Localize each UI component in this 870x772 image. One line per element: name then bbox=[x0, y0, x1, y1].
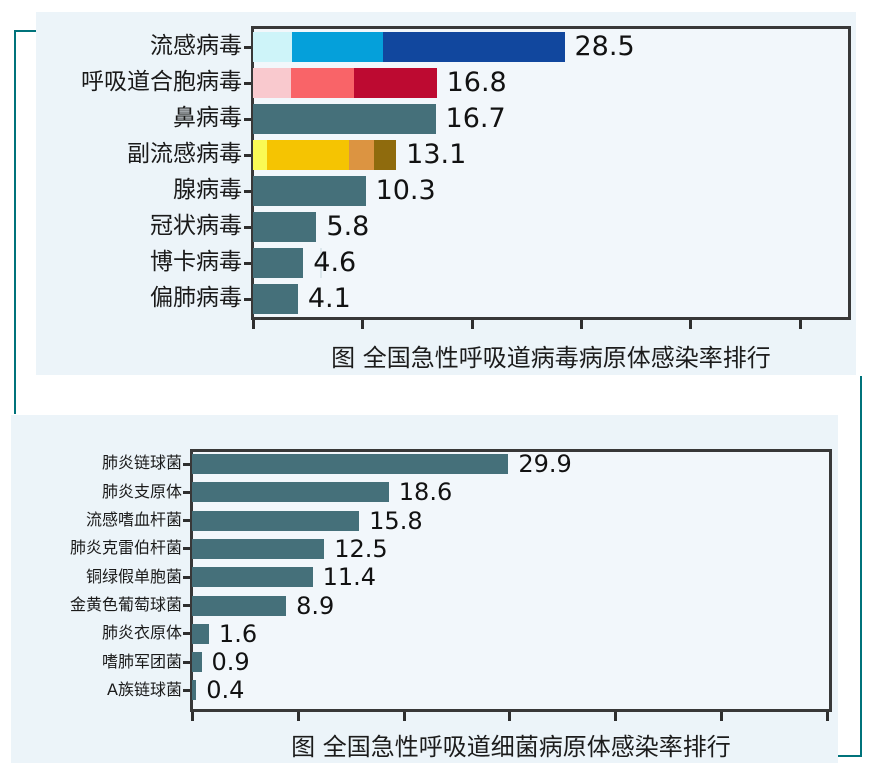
y-axis-tick bbox=[183, 519, 190, 523]
bar-segment bbox=[353, 68, 437, 98]
y-axis-tick bbox=[183, 688, 190, 692]
y-axis-tick bbox=[183, 660, 190, 664]
bar bbox=[192, 623, 209, 644]
bar-segment bbox=[349, 140, 375, 170]
category-label: 鼻病毒 bbox=[173, 105, 242, 132]
bar bbox=[192, 482, 389, 503]
y-axis-tick bbox=[244, 225, 251, 229]
x-axis-tick bbox=[402, 712, 406, 721]
x-axis-tick bbox=[720, 712, 723, 721]
x-axis-tick bbox=[579, 320, 583, 329]
x-axis-tick bbox=[689, 320, 693, 329]
bar-segment bbox=[374, 140, 397, 170]
bar bbox=[253, 248, 304, 278]
value-label: 15.8 bbox=[369, 506, 423, 535]
bar bbox=[253, 32, 565, 62]
bar-segment bbox=[267, 140, 350, 170]
bar-segment bbox=[253, 32, 293, 62]
x-axis-tick bbox=[614, 712, 618, 721]
category-label: 流感嗜血杆菌 bbox=[85, 510, 182, 530]
virus-chart-panel: 图 全国急性呼吸道病毒病原体感染率排行 流感病毒 28.5 呼吸道合胞病毒 16.8 鼻… bbox=[36, 12, 856, 375]
bar-segment bbox=[291, 68, 354, 98]
category-label: 博卡病毒 bbox=[150, 249, 242, 276]
value-label: 16.7 bbox=[445, 103, 506, 134]
y-axis-tick bbox=[244, 81, 251, 85]
value-label: 28.5 bbox=[574, 31, 635, 62]
y-axis-tick bbox=[183, 604, 190, 607]
value-label: 13.1 bbox=[406, 139, 467, 170]
value-label: 4.1 bbox=[307, 283, 351, 314]
category-label: 副流感病毒 bbox=[127, 141, 242, 168]
x-axis-tick bbox=[508, 712, 512, 721]
selection-bracket-bottom-right bbox=[838, 376, 862, 757]
y-axis-tick bbox=[183, 575, 190, 579]
bacteria-chart-panel: 图 全国急性呼吸道细菌病原体感染率排行 肺炎链球菌 29.9 肺炎支原体 18.6 流感… bbox=[11, 415, 838, 763]
bar bbox=[253, 212, 317, 242]
bar bbox=[192, 595, 287, 616]
value-label: 10.3 bbox=[375, 175, 436, 206]
category-label: 肺炎链球菌 bbox=[101, 453, 182, 473]
value-label: 11.4 bbox=[322, 563, 377, 592]
bar bbox=[192, 538, 325, 559]
value-label: 12.5 bbox=[334, 534, 388, 563]
bar-segment bbox=[292, 32, 384, 62]
bar bbox=[253, 140, 397, 170]
y-axis-tick bbox=[244, 189, 251, 193]
bar bbox=[192, 652, 202, 673]
category-label: 呼吸道合胞病毒 bbox=[81, 69, 242, 96]
x-axis-tick bbox=[798, 320, 802, 329]
value-label: 4.6 bbox=[313, 247, 357, 278]
category-label: 腺病毒 bbox=[173, 177, 242, 204]
bar bbox=[192, 567, 313, 588]
selection-bracket-top-left bbox=[14, 30, 38, 414]
y-axis-tick bbox=[183, 632, 190, 636]
bar-segment bbox=[383, 32, 565, 62]
x-axis-tick bbox=[361, 320, 365, 329]
whisker-marker bbox=[319, 248, 322, 278]
value-label: 0.4 bbox=[206, 676, 245, 705]
x-axis-tick bbox=[296, 712, 300, 721]
bar bbox=[253, 68, 437, 98]
bar bbox=[253, 104, 436, 134]
value-label: 1.6 bbox=[218, 619, 258, 648]
bar-segment bbox=[253, 140, 268, 170]
value-label: 18.6 bbox=[398, 478, 453, 507]
category-label: 嗜肺军团菌 bbox=[101, 651, 182, 671]
category-label: 肺炎克雷伯杆菌 bbox=[69, 538, 182, 558]
y-axis-tick bbox=[183, 462, 190, 466]
y-axis-tick bbox=[244, 117, 251, 121]
bacteria-chart-caption: 图 全国急性呼吸道细菌病原体感染率排行 bbox=[291, 733, 731, 761]
y-axis-tick bbox=[244, 45, 251, 49]
x-axis-tick bbox=[252, 320, 255, 329]
y-axis-tick bbox=[244, 153, 251, 157]
bar-segment bbox=[253, 68, 292, 98]
value-label: 16.8 bbox=[446, 67, 507, 98]
x-axis-tick bbox=[825, 712, 829, 721]
category-label: 肺炎衣原体 bbox=[101, 623, 182, 643]
x-axis-tick bbox=[470, 320, 474, 329]
y-axis-tick bbox=[244, 297, 251, 301]
x-axis-tick bbox=[191, 712, 194, 721]
virus-chart-caption: 图 全国急性呼吸道病毒病原体感染率排行 bbox=[331, 344, 771, 372]
category-label: 肺炎支原体 bbox=[101, 481, 182, 501]
category-label: A族链球菌 bbox=[107, 679, 182, 699]
value-label: 0.9 bbox=[211, 648, 250, 677]
value-label: 29.9 bbox=[518, 450, 572, 478]
value-label: 5.8 bbox=[326, 211, 370, 242]
y-axis-tick bbox=[183, 490, 190, 494]
bar bbox=[192, 454, 509, 474]
category-label: 偏肺病毒 bbox=[150, 285, 242, 312]
category-label: 流感病毒 bbox=[150, 33, 242, 60]
bar bbox=[253, 176, 366, 206]
bar bbox=[192, 510, 360, 531]
bar bbox=[253, 284, 298, 314]
y-axis-tick bbox=[244, 261, 251, 265]
bar bbox=[192, 680, 197, 701]
category-label: 冠状病毒 bbox=[150, 213, 242, 240]
y-axis-tick bbox=[183, 547, 190, 551]
category-label: 铜绿假单胞菌 bbox=[85, 566, 182, 586]
value-label: 8.9 bbox=[296, 591, 335, 620]
category-label: 金黄色葡萄球菌 bbox=[69, 594, 182, 614]
